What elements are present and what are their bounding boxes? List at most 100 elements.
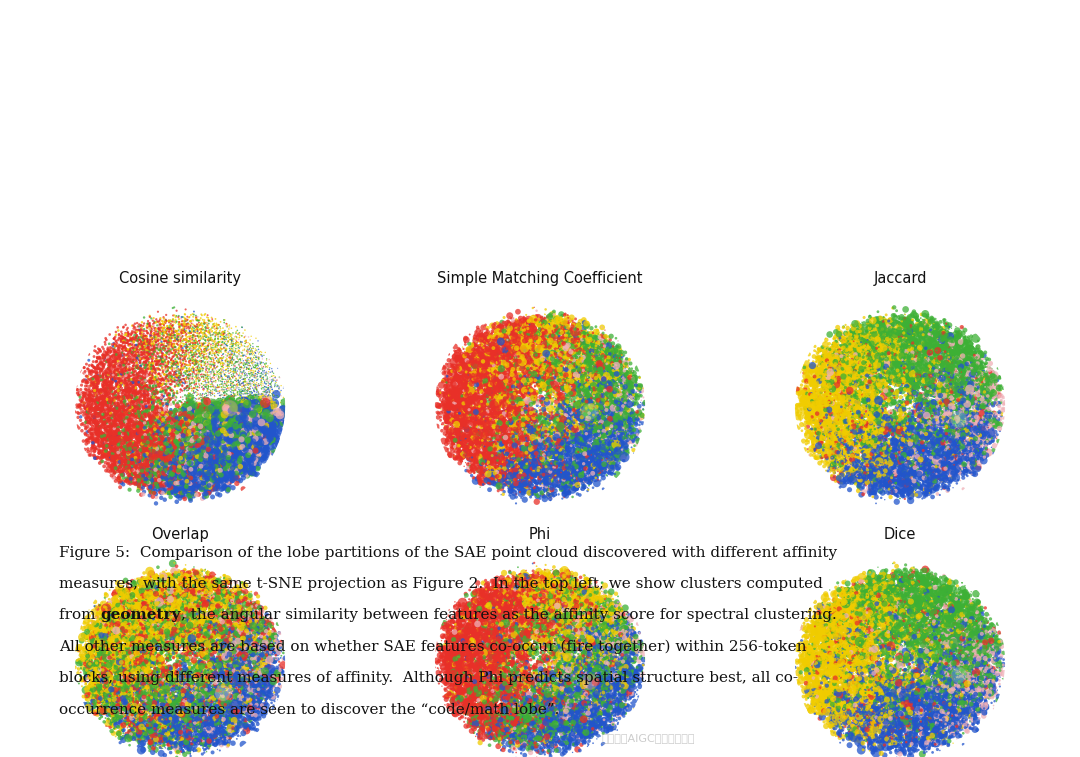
Point [855,607,873,619]
Point [854,687,872,699]
Point [482,363,499,375]
Point [910,628,928,640]
Point [961,623,978,635]
Point [508,447,525,459]
Point [828,613,846,625]
Point [171,729,188,741]
Point [602,375,619,387]
Point [842,468,860,480]
Point [861,360,878,372]
Point [599,722,617,734]
Point [591,416,608,428]
Point [224,702,241,714]
Point [100,449,118,461]
Point [151,343,168,355]
Point [108,706,125,718]
Point [825,342,842,354]
Point [500,429,517,441]
Point [95,352,112,364]
Point [955,372,972,385]
Point [597,428,615,440]
Point [562,478,579,490]
Point [562,585,579,597]
Point [487,462,504,474]
Point [501,578,518,590]
Point [173,737,190,749]
Point [105,705,122,717]
Point [881,338,899,350]
Point [591,403,608,416]
Point [181,581,199,593]
Point [948,602,966,614]
Point [581,400,598,413]
Point [835,397,852,409]
Point [512,724,529,737]
Point [900,491,917,503]
Point [570,611,588,623]
Point [553,355,570,367]
Point [487,645,504,657]
Point [219,396,237,408]
Point [138,425,156,438]
Point [856,407,874,419]
Point [867,687,885,699]
Point [874,698,891,710]
Point [525,645,542,657]
Point [501,671,518,684]
Point [139,363,157,375]
Point [588,621,605,633]
Point [511,402,528,414]
Point [229,692,246,704]
Point [946,698,963,710]
Point [149,329,166,341]
Point [568,662,585,674]
Point [968,688,985,700]
Point [127,394,145,407]
Point [928,382,945,394]
Point [541,623,558,635]
Point [446,341,463,353]
Point [579,634,596,646]
Point [85,606,103,618]
Point [953,400,970,413]
Point [592,634,609,646]
Point [867,426,885,438]
Point [865,700,882,712]
Point [859,645,876,657]
Point [847,604,864,616]
Point [580,618,597,631]
Point [489,587,507,599]
Point [913,358,930,370]
Point [861,631,878,643]
Point [204,584,221,596]
Point [536,659,553,671]
Point [843,319,861,332]
Point [590,614,607,626]
Point [945,678,962,690]
Point [569,413,586,425]
Point [183,719,200,731]
Point [125,333,143,345]
Point [982,640,999,653]
Point [913,394,930,407]
Point [615,431,632,443]
Point [131,424,148,436]
Point [522,634,539,646]
Point [564,634,581,646]
Point [548,683,565,695]
Point [210,588,227,600]
Point [549,622,566,634]
Point [118,383,135,395]
Point [544,462,562,474]
Point [897,734,915,746]
Point [181,739,199,751]
Point [936,386,954,398]
Point [621,633,638,645]
Point [498,462,515,474]
Point [814,399,832,411]
Point [922,710,940,722]
Point [573,615,591,628]
Point [174,609,191,621]
Point [949,673,967,685]
Point [238,450,255,463]
